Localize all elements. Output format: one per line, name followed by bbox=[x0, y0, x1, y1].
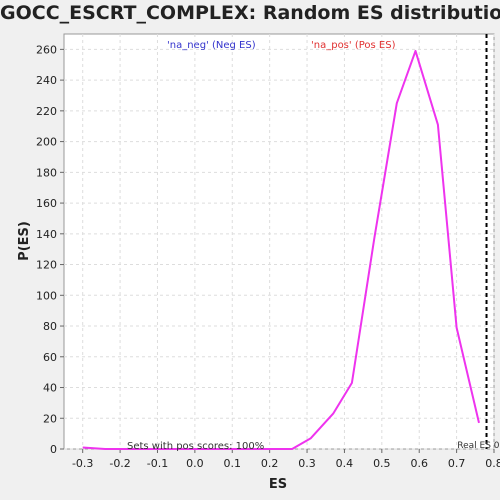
y-tick-label: 160 bbox=[36, 197, 57, 210]
annotation-text: Sets with pos scores: 100% bbox=[127, 441, 264, 452]
chart-title: GOCC_ESCRT_COMPLEX: Random ES distributi… bbox=[0, 2, 500, 24]
y-tick-label: 60 bbox=[43, 351, 57, 364]
y-tick-label: 80 bbox=[43, 320, 57, 333]
x-tick-label: 0.8 bbox=[485, 457, 500, 470]
y-tick-label: 240 bbox=[36, 74, 57, 87]
y-tick-label: 20 bbox=[43, 412, 57, 425]
x-tick-label: -0.1 bbox=[147, 457, 168, 470]
legend-neg: 'na_neg' (Neg ES) bbox=[167, 40, 256, 51]
real-es-label: Real ES 0 bbox=[457, 441, 500, 451]
y-tick-label: 0 bbox=[50, 443, 57, 456]
x-tick-label: 0.0 bbox=[186, 457, 204, 470]
x-tick-label: -0.3 bbox=[72, 457, 93, 470]
x-tick-label: 0.3 bbox=[298, 457, 316, 470]
x-tick-label: 0.1 bbox=[224, 457, 242, 470]
y-tick-label: 140 bbox=[36, 228, 57, 241]
legend-pos: 'na_pos' (Pos ES) bbox=[311, 40, 396, 51]
y-tick-label: 180 bbox=[36, 166, 57, 179]
y-tick-label: 100 bbox=[36, 289, 57, 302]
axis-ticks: 0 20 40 60 80 100 120 140 160 180 200 220 240 260 -0.3… bbox=[36, 43, 500, 470]
y-tick-label: 200 bbox=[36, 136, 57, 149]
y-tick-label: 220 bbox=[36, 105, 57, 118]
y-tick-label: 40 bbox=[43, 382, 57, 395]
x-tick-label: 0.6 bbox=[410, 457, 428, 470]
plot-background bbox=[63, 33, 495, 450]
series-layer bbox=[82, 49, 480, 450]
x-tick-label: 0.2 bbox=[261, 457, 279, 470]
x-tick-label: 0.7 bbox=[448, 457, 466, 470]
y-tick-label: 120 bbox=[36, 259, 57, 272]
x-tick-label: 0.4 bbox=[336, 457, 354, 470]
x-tick-label: 0.5 bbox=[373, 457, 391, 470]
series-line bbox=[82, 49, 480, 450]
x-tick-label: -0.2 bbox=[109, 457, 130, 470]
y-tick-label: 260 bbox=[36, 43, 57, 56]
x-axis-title: ES bbox=[269, 477, 287, 492]
y-axis-title: P(ES) bbox=[17, 221, 32, 261]
